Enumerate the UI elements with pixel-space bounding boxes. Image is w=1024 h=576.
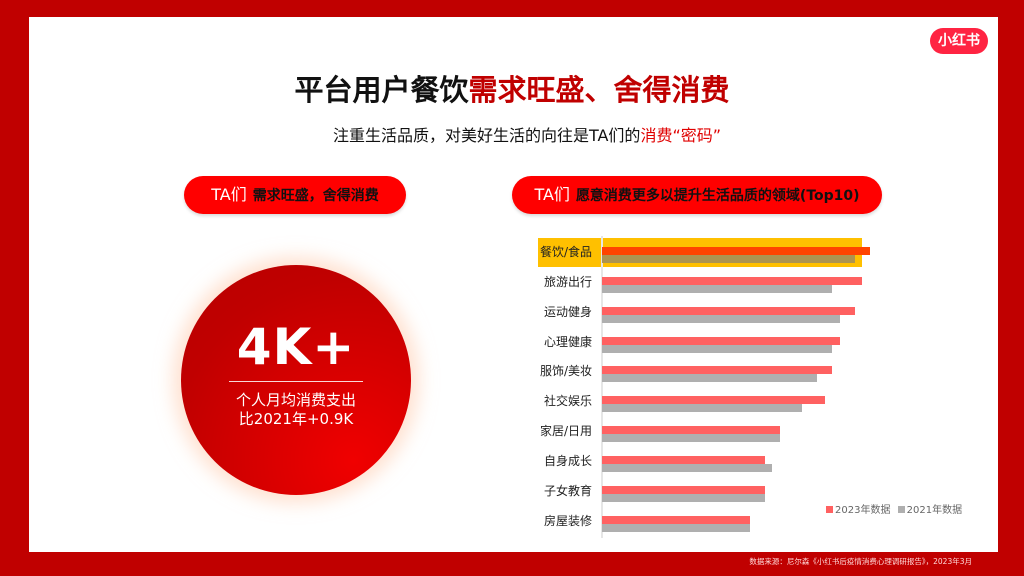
bar-2023 — [602, 426, 780, 435]
bar-2021 — [602, 523, 750, 532]
right-section-header: TA们 愿意消费更多以提升生活品质的领域(Top10) — [512, 176, 882, 214]
bar-2021 — [602, 344, 832, 353]
bar-2021 — [602, 463, 772, 472]
chart-row: 运动健身 — [530, 298, 970, 328]
bar-2023 — [602, 276, 862, 285]
pill-prefix: TA们 — [534, 185, 570, 204]
data-source-note: 数据来源：尼尔森《小红书后疫情消费心理调研报告》，2023年3月 — [749, 557, 972, 566]
chart-row: 房屋装修 — [530, 507, 970, 537]
bar-2023 — [602, 396, 825, 405]
pill-text: 需求旺盛，舍得消费 — [252, 188, 379, 204]
bar-2021 — [602, 284, 832, 293]
y-axis-line — [601, 236, 603, 538]
subtitle-accent: 消费“密码” — [640, 126, 722, 145]
stat-value: 4K+ — [236, 318, 356, 376]
bar-2021 — [602, 404, 802, 413]
chart-row: 自身成长 — [530, 447, 970, 477]
pill-text: 愿意消费更多以提升生活品质的领域(Top10) — [575, 188, 860, 204]
legend-item-2021: 2021年数据 — [897, 505, 962, 516]
bar-2021 — [602, 493, 765, 502]
subtitle-plain: 注重生活品质，对美好生活的向往是TA们的 — [332, 126, 641, 145]
bar-2023 — [602, 515, 750, 524]
bar-chart: 餐饮/食品旅游出行运动健身心理健康服饰/美妆社交娱乐家居/日用自身成长子女教育房… — [530, 236, 970, 542]
category-label: 社交娱乐 — [543, 394, 592, 409]
category-label: 服饰/美妆 — [539, 364, 592, 379]
brand-logo: 小红书 — [930, 28, 988, 54]
category-label: 餐饮/食品 — [539, 245, 592, 259]
bar-2023 — [602, 306, 855, 315]
stat-divider — [229, 381, 363, 382]
title-accent: 需求旺盛、舍得消费 — [468, 73, 730, 107]
category-label: 房屋装修 — [543, 513, 592, 528]
stat-circle: 4K+ 个人月均消费支出 比2021年+0.9K — [181, 265, 411, 495]
category-label: 家居/日用 — [539, 424, 592, 439]
category-label: 运动健身 — [543, 304, 592, 319]
left-section-header: TA们 需求旺盛，舍得消费 — [184, 176, 406, 214]
chart-row: 心理健康 — [530, 328, 970, 358]
bar-2023 — [602, 366, 832, 375]
chart-legend: 2023年数据 2021年数据 — [826, 504, 966, 518]
legend-swatch-2021 — [897, 506, 905, 513]
legend-item-2023: 2023年数据 — [826, 505, 890, 516]
title-plain: 平台用户餐饮 — [294, 73, 469, 107]
chart-row: 社交娱乐 — [530, 387, 970, 417]
bar-2023 — [602, 336, 840, 345]
category-label: 子女教育 — [543, 483, 592, 498]
bar-2023 — [602, 485, 765, 494]
chart-row: 服饰/美妆 — [530, 357, 970, 387]
chart-row: 旅游出行 — [530, 268, 970, 298]
page-title: 平台用户餐饮需求旺盛、舍得消费 — [0, 70, 1024, 110]
chart-row: 子女教育 — [530, 477, 970, 507]
stat-desc-line1: 个人月均消费支出 — [235, 391, 356, 409]
legend-swatch-2023 — [826, 506, 833, 513]
pill-prefix: TA们 — [211, 185, 247, 204]
chart-row: 餐饮/食品 — [530, 238, 970, 268]
bar-2021 — [602, 434, 780, 443]
bar-2021 — [602, 374, 817, 383]
category-label: 心理健康 — [543, 334, 592, 349]
chart-row: 家居/日用 — [530, 417, 970, 447]
bar-2021 — [602, 255, 855, 263]
category-label: 自身成长 — [543, 453, 592, 468]
bar-2021 — [602, 314, 840, 323]
category-label: 旅游出行 — [543, 274, 592, 289]
bar-2023 — [602, 455, 765, 464]
stat-desc-line2: 比2021年+0.9K — [238, 410, 354, 428]
stat-description: 个人月均消费支出 比2021年+0.9K — [181, 391, 411, 429]
bar-2023 — [602, 247, 870, 255]
page-subtitle: 注重生活品质，对美好生活的向往是TA们的消费“密码” — [0, 124, 1024, 148]
